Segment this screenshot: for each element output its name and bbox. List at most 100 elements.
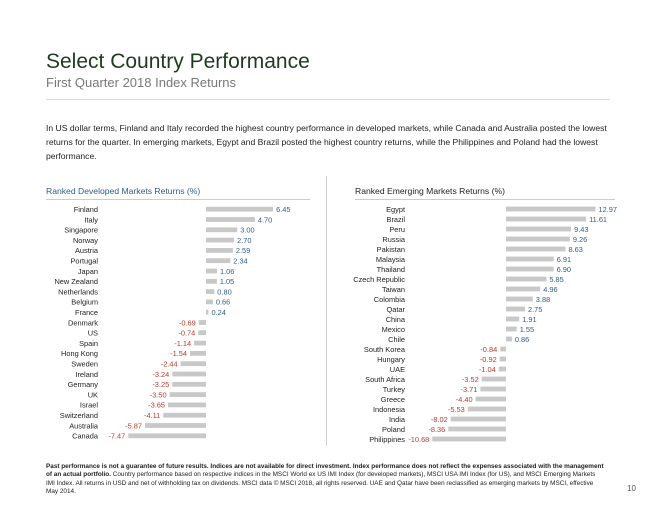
category-label-emerging-12: Mexico (382, 325, 405, 334)
bar-developed-8 (206, 289, 215, 294)
bar-emerging-10 (506, 306, 525, 312)
footer-text: Country performance based on respective … (46, 471, 596, 496)
value-label-emerging-14: -0.84 (480, 345, 497, 354)
category-label-emerging-2: Peru (389, 225, 405, 234)
bar-emerging-2 (506, 226, 572, 232)
value-label-developed-21: -5.87 (125, 421, 142, 430)
bar-emerging-7 (506, 276, 547, 282)
value-label-developed-15: -2.44 (161, 360, 178, 369)
value-label-developed-4: 2.59 (236, 246, 250, 255)
value-label-developed-7: 1.05 (220, 277, 234, 286)
value-label-emerging-6: 6.90 (557, 265, 571, 274)
bar-emerging-0 (506, 206, 596, 212)
value-label-developed-18: -3.50 (150, 390, 167, 399)
bar-emerging-6 (506, 266, 554, 272)
value-label-developed-3: 2.70 (237, 236, 251, 245)
value-label-emerging-4: 8.63 (569, 245, 583, 254)
category-label-emerging-14: South Korea (364, 345, 406, 354)
category-label-emerging-11: China (386, 315, 406, 324)
category-label-emerging-17: South Africa (365, 375, 406, 384)
developed-chart-title: Ranked Developed Markets Returns (%) (46, 186, 201, 196)
category-label-developed-22: Canada (72, 432, 99, 441)
emerging-chart-rule (355, 199, 615, 200)
bar-developed-5 (206, 258, 231, 264)
bar-emerging-20 (467, 406, 506, 412)
value-label-developed-11: -0.69 (179, 318, 196, 327)
category-label-developed-17: Germany (68, 380, 99, 389)
bar-developed-9 (206, 299, 213, 305)
category-label-emerging-1: Brazil (387, 215, 406, 224)
bar-developed-12 (198, 330, 206, 336)
category-label-emerging-23: Philippines (369, 435, 405, 444)
bar-emerging-21 (450, 416, 506, 422)
intro-paragraph: In US dollar terms, Finland and Italy re… (46, 123, 607, 161)
category-label-developed-2: Singapore (64, 226, 98, 235)
page-title: Select Country Performance (46, 50, 310, 73)
category-label-developed-13: Spain (79, 339, 98, 348)
bar-emerging-16 (498, 366, 506, 372)
bar-emerging-1 (506, 216, 587, 222)
bar-emerging-12 (506, 326, 517, 332)
value-label-developed-1: 4.70 (258, 215, 272, 224)
value-label-emerging-3: 9.26 (573, 235, 587, 244)
category-label-developed-9: Belgium (71, 298, 98, 307)
category-label-developed-12: US (88, 329, 98, 338)
bar-developed-13 (194, 340, 206, 346)
bar-developed-22 (128, 433, 206, 439)
value-label-developed-2: 3.00 (240, 226, 254, 235)
category-label-emerging-19: Greece (381, 395, 405, 404)
chart-separator (326, 176, 327, 446)
value-label-developed-20: -4.11 (144, 411, 160, 420)
category-label-emerging-21: India (389, 415, 406, 424)
category-label-emerging-18: Turkey (383, 385, 406, 394)
value-label-emerging-5: 6.91 (557, 255, 571, 264)
category-label-developed-11: Denmark (68, 318, 98, 327)
value-label-developed-5: 2.34 (233, 256, 247, 265)
category-label-developed-3: Norway (73, 236, 98, 245)
value-label-emerging-2: 9.43 (574, 225, 588, 234)
bar-emerging-11 (506, 316, 520, 322)
category-label-emerging-8: Taiwan (382, 285, 405, 294)
value-label-emerging-0: 12.97 (599, 205, 618, 214)
bar-developed-20 (163, 412, 206, 418)
value-label-emerging-10: 2.75 (528, 305, 542, 314)
bar-developed-3 (206, 237, 235, 243)
category-label-developed-1: Italy (84, 215, 98, 224)
bar-developed-10 (206, 309, 209, 315)
value-label-developed-12: -0.74 (178, 329, 195, 338)
category-label-emerging-16: UAE (390, 365, 405, 374)
category-label-developed-6: Japan (78, 267, 98, 276)
category-label-emerging-10: Qatar (387, 305, 406, 314)
value-label-emerging-11: 1.91 (522, 315, 536, 324)
developed-markets-chart: Finland 6.45 Italy 4.70 Singapore 3.00 Norway 2… (54, 205, 290, 441)
bar-developed-0 (206, 206, 274, 212)
bar-emerging-13 (506, 336, 512, 342)
page-number: 10 (627, 484, 636, 493)
category-label-developed-16: Ireland (75, 370, 98, 379)
footer-bold-text: Past performance is not a guarantee of f… (46, 463, 604, 479)
bar-developed-16 (172, 371, 206, 377)
category-label-developed-14: Hong Kong (61, 349, 98, 358)
category-label-emerging-13: Chile (388, 335, 405, 344)
value-label-emerging-13: 0.86 (515, 335, 529, 344)
bar-emerging-19 (475, 396, 506, 402)
category-label-developed-5: Portugal (70, 256, 98, 265)
category-label-developed-19: Israel (80, 401, 98, 410)
category-label-emerging-9: Colombia (374, 295, 406, 304)
footer-disclaimer: Past performance is not a guarantee of f… (46, 463, 604, 497)
value-label-emerging-15: -0.92 (480, 355, 497, 364)
category-label-emerging-4: Pakistan (377, 245, 405, 254)
bar-developed-1 (206, 217, 255, 222)
category-label-emerging-15: Hungary (377, 355, 405, 364)
bar-developed-4 (206, 248, 233, 253)
value-label-emerging-9: 3.88 (536, 295, 550, 304)
category-label-developed-18: UK (88, 390, 98, 399)
bar-developed-6 (206, 268, 217, 274)
category-label-developed-21: Australia (69, 421, 99, 430)
value-label-developed-19: -3.65 (148, 401, 165, 410)
header-divider (46, 99, 610, 100)
value-label-developed-16: -3.24 (152, 370, 169, 379)
bar-emerging-23 (432, 436, 506, 442)
value-label-emerging-19: -4.40 (456, 395, 473, 404)
bar-developed-17 (172, 381, 206, 387)
